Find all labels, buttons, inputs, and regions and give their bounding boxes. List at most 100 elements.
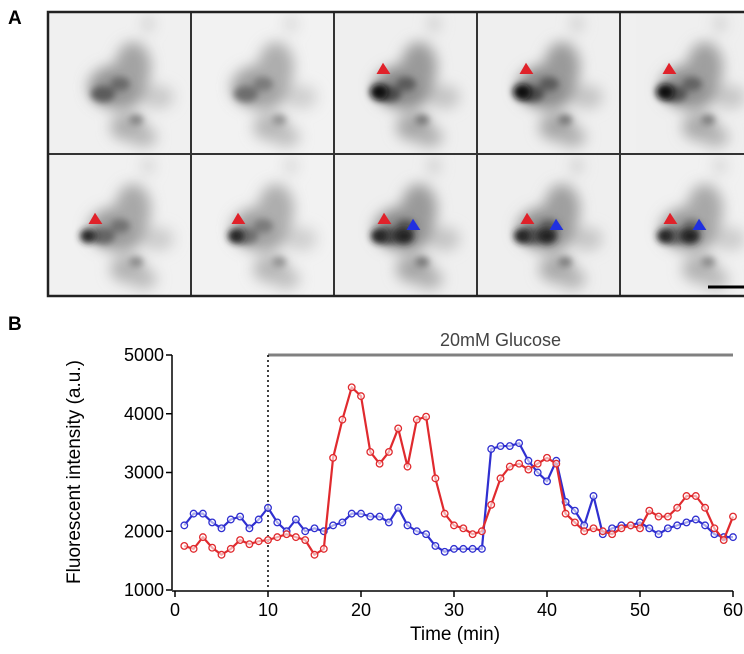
arrowhead [663, 212, 678, 225]
image-tile [48, 154, 191, 296]
data-point [440, 509, 449, 518]
data-point [366, 512, 375, 521]
data-point [450, 544, 458, 553]
data-point [608, 530, 617, 539]
cell-image [477, 154, 620, 296]
image-tile [334, 12, 477, 154]
cell-image [191, 12, 334, 154]
cell-image [334, 154, 477, 296]
data-point [403, 521, 412, 530]
data-point [710, 524, 719, 533]
data-point [319, 544, 328, 553]
data-point [347, 509, 356, 518]
data-point [357, 392, 365, 401]
data-point [384, 447, 393, 456]
image-tile [620, 12, 744, 154]
data-point [691, 515, 700, 524]
data-point [189, 509, 198, 518]
series-line [183, 442, 733, 553]
arrowhead [377, 212, 392, 225]
x-tick-label: 10 [258, 600, 278, 620]
data-point [422, 530, 431, 539]
data-point [273, 533, 282, 542]
data-point [654, 530, 663, 539]
data-point [226, 544, 235, 553]
data-point [254, 515, 263, 524]
data-point [347, 383, 356, 392]
data-point [450, 521, 458, 530]
image-tile [48, 12, 191, 154]
data-point [663, 512, 672, 521]
arrowhead [406, 218, 421, 231]
data-point [673, 503, 682, 512]
data-point [645, 524, 654, 533]
data-point [375, 512, 384, 521]
data-point [301, 536, 310, 545]
data-point [570, 506, 579, 515]
image-tile [191, 12, 334, 154]
data-point [338, 415, 347, 424]
arrowhead [520, 212, 535, 225]
data-point [254, 537, 263, 546]
arrowhead [662, 62, 677, 75]
x-tick-label: 20 [351, 600, 371, 620]
image-tile [620, 154, 744, 296]
annotation-label: 20mM Glucose [440, 330, 561, 350]
data-point [440, 547, 449, 556]
image-tile [477, 12, 620, 154]
data-point [412, 527, 421, 536]
data-point [310, 550, 319, 559]
data-point [552, 459, 561, 468]
grid-border [46, 10, 744, 298]
data-point [310, 524, 319, 533]
data-point [654, 512, 663, 521]
x-axis-label: Time (min) [410, 624, 500, 645]
image-grid [46, 10, 744, 298]
y-tick-label: 1000 [124, 580, 164, 600]
arrowhead [376, 62, 391, 75]
bright-spot [680, 228, 700, 244]
data-point [524, 465, 533, 474]
bright-spot [371, 229, 387, 243]
data-point [236, 536, 245, 545]
data-point [719, 536, 728, 545]
data-point [431, 474, 440, 483]
image-tile [191, 154, 334, 296]
data-point [459, 524, 468, 533]
x-tick-label: 50 [630, 600, 650, 620]
image-tile [477, 154, 620, 296]
data-point [515, 439, 524, 448]
data-point [524, 456, 533, 465]
bright-spot [513, 84, 531, 100]
data-point [394, 424, 403, 433]
arrowhead [231, 212, 246, 225]
bright-spot [657, 229, 673, 243]
data-point [645, 506, 654, 515]
cell-image [334, 12, 477, 154]
data-point [580, 527, 589, 536]
data-point [626, 521, 635, 530]
data-point [682, 518, 691, 527]
data-point [543, 453, 551, 462]
data-point [403, 462, 412, 471]
arrowhead [692, 218, 707, 231]
data-point [561, 509, 570, 518]
data-point [673, 521, 682, 530]
data-point [459, 544, 468, 553]
data-point [701, 503, 710, 512]
panel-label: B [8, 314, 22, 335]
data-point [515, 459, 524, 468]
data-point [543, 477, 551, 486]
data-point [394, 503, 403, 512]
data-point [422, 412, 431, 421]
y-tick-label: 2000 [124, 521, 164, 541]
data-point [189, 544, 198, 553]
data-point [375, 459, 384, 468]
data-point [264, 536, 272, 545]
data-point [477, 527, 486, 536]
bright-spot [228, 229, 244, 243]
data-point [468, 544, 477, 553]
data-point [198, 533, 207, 542]
data-point [487, 500, 496, 509]
x-tick-label: 60 [723, 600, 743, 620]
